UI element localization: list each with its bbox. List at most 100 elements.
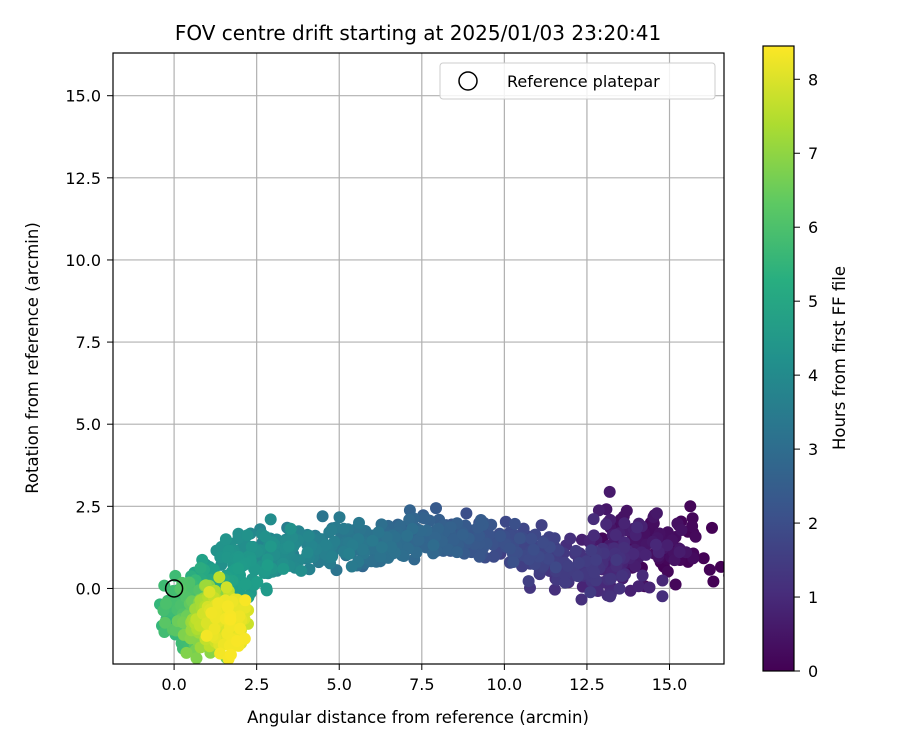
data-point (212, 597, 225, 610)
data-point (447, 533, 460, 546)
data-point (160, 597, 172, 610)
data-point (584, 586, 597, 599)
scatter-points (154, 485, 724, 664)
data-point (282, 540, 295, 553)
x-tick-label: 7.5 (409, 675, 434, 694)
data-point (684, 500, 697, 513)
colorbar-tick-label: 4 (808, 366, 818, 385)
data-point (636, 569, 649, 582)
data-point (345, 560, 358, 573)
data-point (587, 513, 600, 526)
data-point (656, 590, 669, 603)
colorbar: 0 1 2 3 4 5 6 7 8 Hours from first FF file (762, 45, 849, 681)
data-point (632, 580, 645, 593)
data-point (537, 536, 550, 549)
data-point (513, 532, 526, 545)
y-axis-ticks: 0.0 2.5 5.0 7.5 10.0 12.5 15.0 (65, 87, 113, 598)
data-point (245, 540, 258, 553)
data-point (180, 646, 193, 659)
data-point (631, 521, 644, 534)
data-point (251, 576, 264, 589)
data-point (548, 583, 561, 596)
data-point (610, 554, 623, 566)
data-point (375, 541, 388, 554)
data-point (588, 566, 601, 579)
data-point (569, 544, 582, 557)
data-point (231, 635, 243, 647)
data-point (564, 532, 577, 545)
data-point (474, 514, 487, 526)
x-tick-label: 15.0 (652, 675, 688, 694)
data-point (319, 539, 332, 551)
data-point (508, 517, 521, 530)
data-point (221, 551, 234, 564)
x-tick-label: 5.0 (327, 675, 352, 694)
plot-frame (112, 52, 725, 665)
data-point (643, 581, 656, 594)
data-point (430, 502, 442, 515)
data-point (525, 532, 538, 545)
data-point (656, 574, 669, 587)
x-axis-label: Angular distance from reference (arcmin) (247, 708, 589, 727)
data-point (260, 582, 273, 595)
data-point (159, 616, 171, 629)
data-point (715, 560, 724, 573)
x-axis-ticks: 0.0 2.5 5.0 7.5 10.0 12.5 15.0 (161, 664, 687, 694)
data-point (609, 529, 622, 541)
data-point (205, 607, 218, 619)
data-point (562, 560, 574, 573)
data-point (427, 539, 440, 552)
data-point (618, 517, 631, 530)
data-point (535, 519, 548, 532)
data-point (264, 513, 277, 526)
data-point (590, 554, 603, 566)
data-point (573, 557, 585, 569)
data-point (194, 562, 207, 574)
data-point (221, 600, 234, 613)
colorbar-tick-label: 5 (808, 292, 818, 311)
data-point (616, 569, 629, 582)
data-point (337, 522, 350, 535)
data-point (549, 561, 562, 574)
colorbar-tick-label: 3 (808, 440, 818, 459)
data-point (190, 652, 203, 664)
data-point (592, 504, 605, 517)
legend-marker-open-circle (458, 71, 478, 91)
data-point (460, 507, 473, 520)
data-point (487, 550, 500, 563)
data-point (284, 522, 297, 535)
y-tick-label: 12.5 (65, 169, 101, 188)
data-point (587, 529, 600, 542)
data-point (494, 530, 507, 543)
data-point (366, 534, 379, 547)
data-point (618, 541, 631, 554)
data-point (697, 552, 710, 565)
data-point (385, 541, 398, 553)
colorbar-tick-label: 1 (808, 588, 818, 607)
data-point (356, 543, 369, 556)
data-point (302, 530, 315, 543)
colorbar-tick-label: 2 (808, 514, 818, 533)
data-point (604, 590, 617, 603)
data-point (507, 556, 520, 568)
data-point (548, 532, 561, 545)
colorbar-tick-label: 8 (808, 70, 818, 89)
data-point (264, 540, 277, 553)
data-point (326, 550, 338, 563)
data-point (575, 593, 588, 606)
colorbar-gradient (762, 45, 795, 672)
y-tick-label: 15.0 (65, 87, 101, 106)
data-point (504, 542, 516, 555)
colorbar-tick-label: 7 (808, 144, 818, 163)
data-point (239, 578, 252, 591)
data-point (600, 518, 613, 531)
y-tick-label: 10.0 (65, 251, 101, 270)
data-point (261, 559, 274, 572)
data-point (527, 543, 540, 556)
data-point (401, 529, 414, 542)
data-point (613, 582, 626, 595)
data-point (239, 594, 252, 607)
data-point (650, 538, 662, 551)
data-point (233, 610, 246, 623)
